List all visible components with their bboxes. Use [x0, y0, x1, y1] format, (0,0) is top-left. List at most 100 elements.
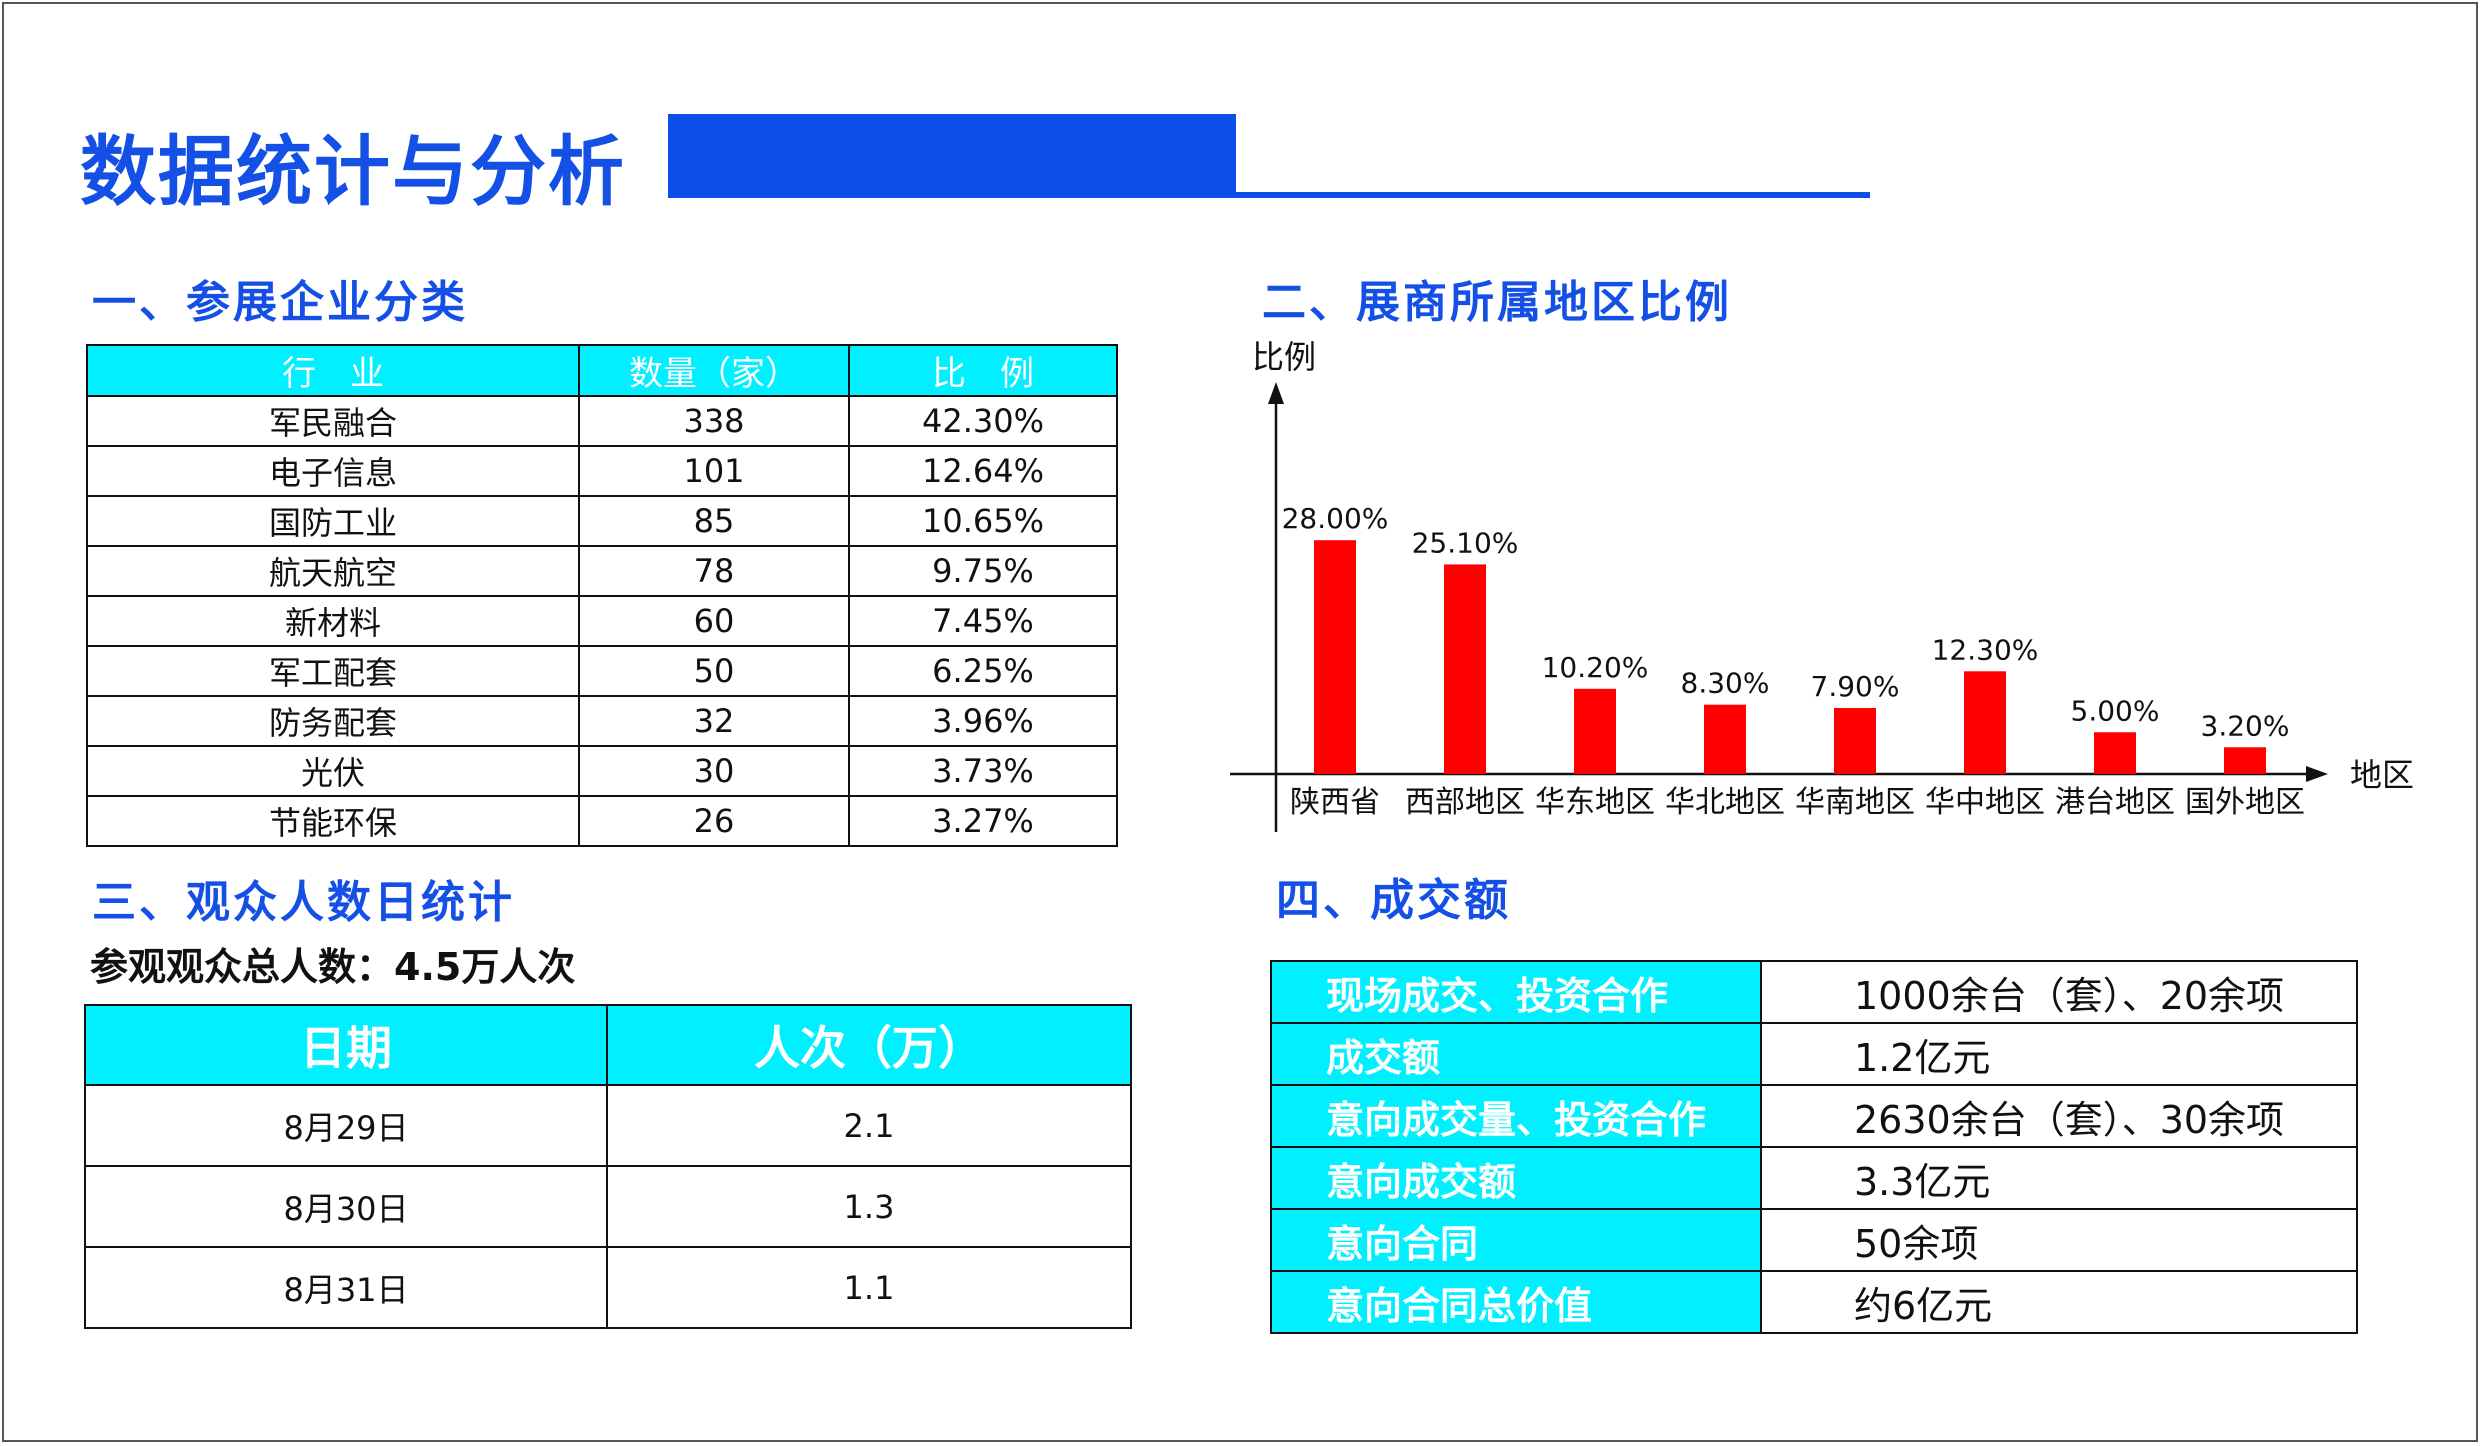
count-cell: 60	[578, 595, 850, 647]
count-cell: 32	[578, 695, 850, 747]
deal-item-label: 成交额	[1270, 1022, 1762, 1086]
industry-cell: 光伏	[86, 745, 580, 797]
table-row: 8月29日 2.1	[84, 1084, 1132, 1167]
table-row: 意向成交量、投资合作 2630余台（套）、30余项	[1270, 1084, 2358, 1148]
table-row: 成交额 1.2亿元	[1270, 1022, 2358, 1086]
table-row: 电子信息 101 12.64%	[86, 445, 1118, 497]
ratio-cell: 12.64%	[848, 445, 1118, 497]
bar-2	[1574, 688, 1616, 774]
bar-7	[2224, 747, 2266, 774]
bar-value-label: 12.30%	[1932, 633, 2039, 666]
count-cell: 26	[578, 795, 850, 847]
table-row: 国防工业 85 10.65%	[86, 495, 1118, 547]
x-tick-label: 国外地区	[2185, 785, 2305, 820]
bar-5	[1964, 671, 2006, 774]
deal-item-value: 50余项	[1760, 1208, 2358, 1272]
deal-item-value: 2630余台（套）、30余项	[1760, 1084, 2358, 1148]
table-row: 意向合同总价值 约6亿元	[1270, 1270, 2358, 1334]
ratio-cell: 42.30%	[848, 395, 1118, 447]
bar-4	[1834, 708, 1876, 774]
ratio-cell: 3.73%	[848, 745, 1118, 797]
visitors-cell: 1.1	[606, 1246, 1132, 1329]
bar-value-label: 25.10%	[1412, 526, 1519, 559]
bar-value-label: 7.90%	[1811, 670, 1900, 703]
count-cell: 30	[578, 745, 850, 797]
industry-cell: 军民融合	[86, 395, 580, 447]
industry-cell: 节能环保	[86, 795, 580, 847]
bar-3	[1704, 704, 1746, 774]
bar-value-label: 3.20%	[2201, 709, 2290, 742]
table-row: 军民融合 338 42.30%	[86, 395, 1118, 447]
table-row: 意向成交额 3.3亿元	[1270, 1146, 2358, 1210]
region-bar-chart: 比例 地区 28.00% 陕西省 25.10% 西部地区 10.20% 华东地区 8.30%…	[1230, 338, 2414, 832]
section4-title: 四、成交额	[1276, 875, 1511, 926]
x-axis-arrow	[2306, 766, 2328, 782]
industry-cell: 电子信息	[86, 445, 580, 497]
industry-cell: 航天航空	[86, 545, 580, 597]
column-header: 比 例	[848, 344, 1118, 397]
table-row: 新材料 60 7.45%	[86, 595, 1118, 647]
x-axis-label: 地区	[2350, 756, 2414, 794]
title-accent-line	[668, 192, 1870, 198]
industry-table: 行 业 数量（家） 比 例 军民融合 338 42.30% 电子信息 101 12.64…	[86, 344, 1118, 847]
deal-item-value: 3.3亿元	[1760, 1146, 2358, 1210]
table-row: 光伏 30 3.73%	[86, 745, 1118, 797]
total-visitors-summary: 参观观众总人数：4.5万人次	[90, 945, 576, 989]
ratio-cell: 10.65%	[848, 495, 1118, 547]
x-tick-label: 西部地区	[1405, 785, 1525, 820]
count-cell: 50	[578, 645, 850, 697]
table-row: 8月31日 1.1	[84, 1246, 1132, 1329]
table-header-row: 行 业 数量（家） 比 例	[86, 344, 1118, 397]
bar-value-label: 8.30%	[1681, 667, 1770, 700]
x-tick-label: 华东地区	[1535, 785, 1655, 820]
ratio-cell: 9.75%	[848, 545, 1118, 597]
industry-cell: 国防工业	[86, 495, 580, 547]
x-tick-label: 陕西省	[1290, 785, 1380, 820]
deal-item-value: 1.2亿元	[1760, 1022, 2358, 1086]
x-tick-label: 华中地区	[1925, 785, 2045, 820]
bar-value-label: 10.20%	[1542, 651, 1649, 684]
table-row: 航天航空 78 9.75%	[86, 545, 1118, 597]
count-cell: 338	[578, 395, 850, 447]
ratio-cell: 7.45%	[848, 595, 1118, 647]
title-accent-block	[668, 114, 1236, 198]
ratio-cell: 3.96%	[848, 695, 1118, 747]
x-tick-label: 港台地区	[2055, 785, 2175, 820]
deal-item-label: 现场成交、投资合作	[1270, 960, 1762, 1024]
y-axis-arrow	[1268, 382, 1284, 404]
y-axis-label: 比例	[1252, 338, 1316, 376]
column-header: 行 业	[86, 344, 580, 397]
x-tick-label: 华南地区	[1795, 785, 1915, 820]
column-header: 日期	[84, 1004, 608, 1086]
column-header: 数量（家）	[578, 344, 850, 397]
ratio-cell: 3.27%	[848, 795, 1118, 847]
deal-item-label: 意向成交额	[1270, 1146, 1762, 1210]
table-row: 意向合同 50余项	[1270, 1208, 2358, 1272]
page-title: 数据统计与分析	[80, 127, 626, 216]
bar-0	[1314, 540, 1356, 774]
industry-cell: 新材料	[86, 595, 580, 647]
count-cell: 78	[578, 545, 850, 597]
bar-value-label: 28.00%	[1282, 502, 1389, 535]
table-header-row: 日期 人次（万）	[84, 1004, 1132, 1086]
date-cell: 8月31日	[84, 1246, 608, 1329]
deal-item-label: 意向合同	[1270, 1208, 1762, 1272]
table-row: 节能环保 26 3.27%	[86, 795, 1118, 847]
column-header: 人次（万）	[606, 1004, 1132, 1086]
visitors-cell: 2.1	[606, 1084, 1132, 1167]
count-cell: 101	[578, 445, 850, 497]
section2-title: 二、展商所属地区比例	[1262, 277, 1732, 328]
bar-1	[1444, 564, 1486, 774]
table-row: 防务配套 32 3.96%	[86, 695, 1118, 747]
ratio-cell: 6.25%	[848, 645, 1118, 697]
deal-item-label: 意向合同总价值	[1270, 1270, 1762, 1334]
deals-table: 现场成交、投资合作 1000余台（套）、20余项 成交额 1.2亿元 意向成交量、投…	[1270, 960, 2358, 1334]
industry-cell: 军工配套	[86, 645, 580, 697]
section3-title: 三、观众人数日统计	[92, 877, 515, 928]
date-cell: 8月29日	[84, 1084, 608, 1167]
visitors-cell: 1.3	[606, 1165, 1132, 1248]
visitors-table: 日期 人次（万） 8月29日 2.1 8月30日 1.3 8月31日 1.1	[84, 1004, 1132, 1329]
table-row: 8月30日 1.3	[84, 1165, 1132, 1248]
deal-item-label: 意向成交量、投资合作	[1270, 1084, 1762, 1148]
